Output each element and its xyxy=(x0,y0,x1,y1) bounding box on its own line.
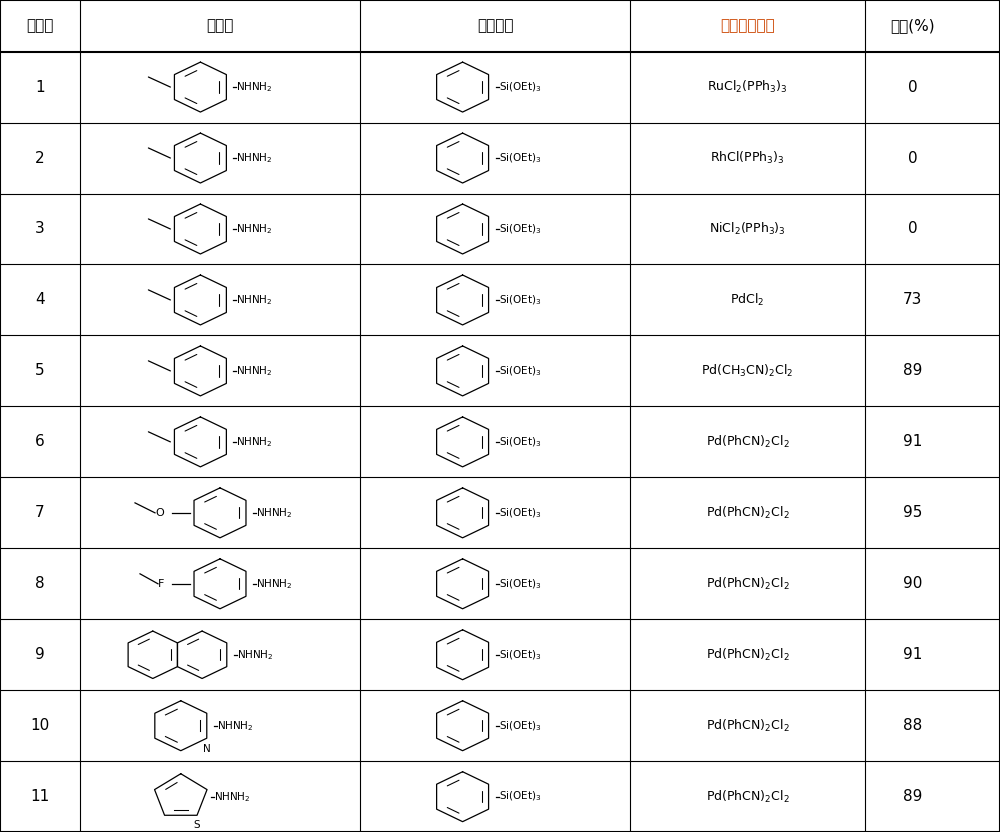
Text: 89: 89 xyxy=(903,363,922,378)
Text: 11: 11 xyxy=(30,789,50,804)
Text: NHNH$_2$: NHNH$_2$ xyxy=(214,790,251,804)
Text: NiCl$_2$(PPh$_3$)$_3$: NiCl$_2$(PPh$_3$)$_3$ xyxy=(709,221,786,237)
Text: NHNH$_2$: NHNH$_2$ xyxy=(256,506,292,520)
Text: 90: 90 xyxy=(903,576,922,591)
Text: PdCl$_2$: PdCl$_2$ xyxy=(730,292,765,308)
Text: 0: 0 xyxy=(908,80,917,95)
Text: Si(OEt)$_3$: Si(OEt)$_3$ xyxy=(499,435,541,449)
Text: 产率(%): 产率(%) xyxy=(890,18,935,33)
Text: Si(OEt)$_3$: Si(OEt)$_3$ xyxy=(499,719,541,732)
Text: 4: 4 xyxy=(35,292,45,307)
Text: N: N xyxy=(203,744,211,754)
Text: Si(OEt)$_3$: Si(OEt)$_3$ xyxy=(499,222,541,236)
Text: Pd(CH$_3$CN)$_2$Cl$_2$: Pd(CH$_3$CN)$_2$Cl$_2$ xyxy=(701,363,794,379)
Text: 6: 6 xyxy=(35,434,45,449)
Text: 91: 91 xyxy=(903,434,922,449)
Text: 88: 88 xyxy=(903,718,922,733)
Text: Si(OEt)$_3$: Si(OEt)$_3$ xyxy=(499,152,541,165)
Text: 0: 0 xyxy=(908,151,917,166)
Text: 实施例: 实施例 xyxy=(26,18,54,33)
Text: 3: 3 xyxy=(35,222,45,237)
Text: Pd(PhCN)$_2$Cl$_2$: Pd(PhCN)$_2$Cl$_2$ xyxy=(706,646,789,663)
Text: Si(OEt)$_3$: Si(OEt)$_3$ xyxy=(499,648,541,661)
Text: Si(OEt)$_3$: Si(OEt)$_3$ xyxy=(499,506,541,520)
Text: 8: 8 xyxy=(35,576,45,591)
Text: Si(OEt)$_3$: Si(OEt)$_3$ xyxy=(499,80,541,94)
Text: NHNH$_2$: NHNH$_2$ xyxy=(236,435,273,449)
Text: Pd(PhCN)$_2$Cl$_2$: Pd(PhCN)$_2$Cl$_2$ xyxy=(706,505,789,521)
Text: RuCl$_2$(PPh$_3$)$_3$: RuCl$_2$(PPh$_3$)$_3$ xyxy=(707,79,788,95)
Text: 1: 1 xyxy=(35,80,45,95)
Text: F: F xyxy=(158,579,164,589)
Text: NHNH$_2$: NHNH$_2$ xyxy=(236,293,273,307)
Text: 芳基硅醚: 芳基硅醚 xyxy=(477,18,513,33)
Text: 10: 10 xyxy=(30,718,50,733)
Text: 9: 9 xyxy=(35,647,45,662)
Text: 7: 7 xyxy=(35,506,45,521)
Text: S: S xyxy=(194,821,200,831)
Text: NHNH$_2$: NHNH$_2$ xyxy=(237,648,273,661)
Text: RhCl(PPh$_3$)$_3$: RhCl(PPh$_3$)$_3$ xyxy=(710,150,785,166)
Text: 芳香肼: 芳香肼 xyxy=(206,18,234,33)
Text: NHNH$_2$: NHNH$_2$ xyxy=(256,577,292,591)
Text: O: O xyxy=(155,508,164,518)
Text: 91: 91 xyxy=(903,647,922,662)
Text: Pd(PhCN)$_2$Cl$_2$: Pd(PhCN)$_2$Cl$_2$ xyxy=(706,434,789,450)
Text: 89: 89 xyxy=(903,789,922,804)
Text: 2: 2 xyxy=(35,151,45,166)
Text: NHNH$_2$: NHNH$_2$ xyxy=(236,222,273,236)
Text: NHNH$_2$: NHNH$_2$ xyxy=(217,719,253,733)
Text: 0: 0 xyxy=(908,222,917,237)
Text: 73: 73 xyxy=(903,292,922,307)
Text: 5: 5 xyxy=(35,363,45,378)
Text: Si(OEt)$_3$: Si(OEt)$_3$ xyxy=(499,790,541,804)
Text: Si(OEt)$_3$: Si(OEt)$_3$ xyxy=(499,293,541,307)
Text: Pd(PhCN)$_2$Cl$_2$: Pd(PhCN)$_2$Cl$_2$ xyxy=(706,718,789,734)
Text: Si(OEt)$_3$: Si(OEt)$_3$ xyxy=(499,364,541,377)
Text: Pd(PhCN)$_2$Cl$_2$: Pd(PhCN)$_2$Cl$_2$ xyxy=(706,576,789,592)
Text: NHNH$_2$: NHNH$_2$ xyxy=(236,151,273,165)
Text: NHNH$_2$: NHNH$_2$ xyxy=(236,364,273,378)
Text: 二价钯催化剂: 二价钯催化剂 xyxy=(720,18,775,33)
Text: Pd(PhCN)$_2$Cl$_2$: Pd(PhCN)$_2$Cl$_2$ xyxy=(706,789,789,805)
Text: 95: 95 xyxy=(903,506,922,521)
Text: Si(OEt)$_3$: Si(OEt)$_3$ xyxy=(499,577,541,591)
Text: NHNH$_2$: NHNH$_2$ xyxy=(236,80,273,94)
